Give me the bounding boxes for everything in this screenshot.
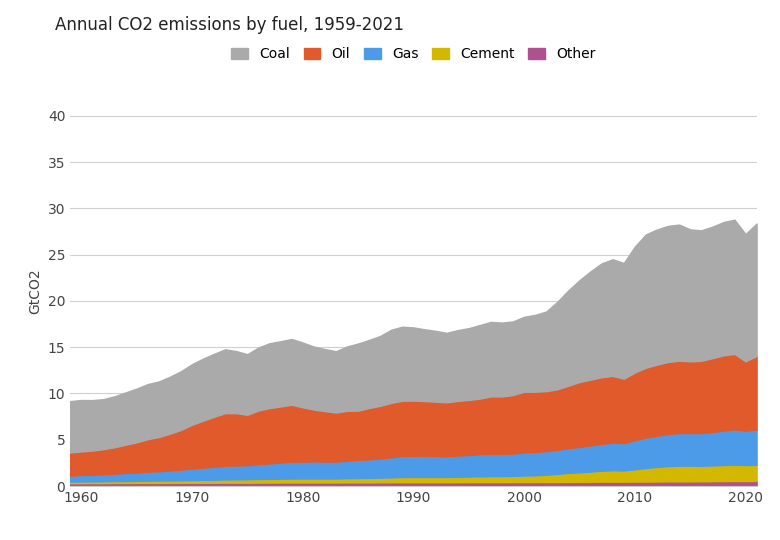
Text: Annual CO2 emissions by fuel, 1959-2021: Annual CO2 emissions by fuel, 1959-2021: [55, 16, 403, 34]
Legend: Coal, Oil, Gas, Cement, Other: Coal, Oil, Gas, Cement, Other: [225, 42, 601, 67]
Y-axis label: GtCO2: GtCO2: [28, 269, 42, 314]
